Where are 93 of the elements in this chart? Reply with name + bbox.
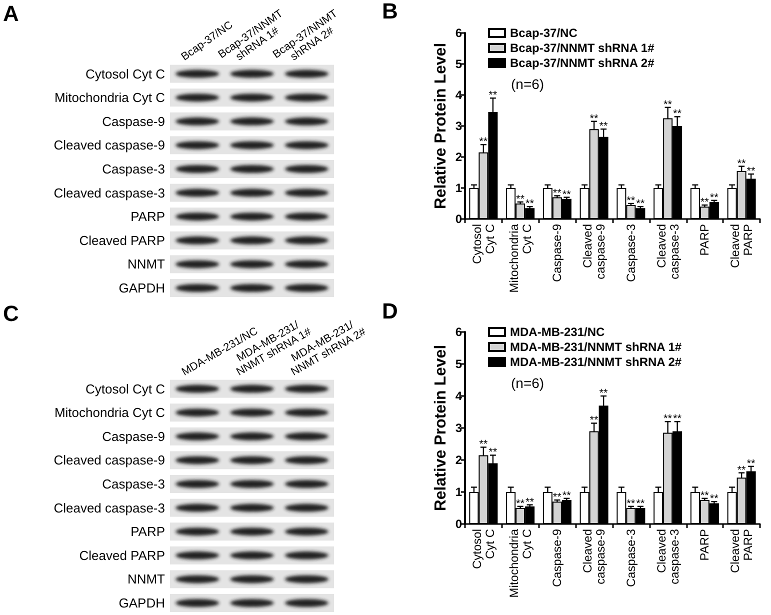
y-tick-label: 6 — [455, 26, 462, 40]
y-tick-label: 3 — [455, 119, 462, 133]
data-label: ** — [710, 192, 720, 204]
legend-label: MDA-MB-231/NNMT shRNA 1# — [510, 340, 682, 354]
y-tick-label: 5 — [455, 357, 462, 371]
data-label: ** — [746, 458, 756, 470]
x-tick-label: Cytosol Cyt C — [470, 224, 497, 264]
data-label: ** — [590, 414, 600, 427]
data-label: ** — [664, 98, 673, 111]
y-tick-label: 0 — [455, 517, 462, 531]
x-tick-label: PARP — [698, 224, 712, 256]
data-label: ** — [488, 446, 498, 459]
data-label: ** — [479, 438, 488, 451]
x-tick-label: Cleaved caspase-3 — [654, 224, 682, 280]
y-tick-label: 4 — [455, 88, 462, 102]
category-label: GAPDH — [118, 596, 165, 610]
data-label: ** — [700, 196, 710, 209]
x-tick-label: Mitochondria Cyt C — [506, 528, 534, 598]
category-label: Cytosol Cyt C — [86, 66, 165, 82]
x-tick-label: Caspase-3 — [624, 224, 638, 282]
data-label: ** — [710, 493, 720, 506]
category-label: Cleaved caspase-9 — [54, 452, 165, 468]
y-axis-title: Relative Protein Level — [432, 344, 450, 512]
x-tick-label: Cleaved PARP — [728, 529, 756, 574]
category-label: Caspase-3 — [102, 162, 165, 176]
data-label: ** — [636, 198, 646, 210]
category-label: NNMT — [127, 572, 165, 587]
legend-label: Bcap-37/NC — [510, 26, 578, 40]
y-axis-title: Relative Protein Level — [432, 42, 450, 210]
category-label: Cytosol Cyt C — [86, 381, 165, 396]
data-label: ** — [636, 498, 646, 510]
y-tick-label: 2 — [455, 453, 462, 467]
data-label: ** — [562, 490, 572, 502]
category-label: Mitochondria Cyt C — [54, 405, 165, 420]
data-label: ** — [737, 158, 747, 170]
data-label: ** — [673, 108, 682, 120]
category-label: GAPDH — [118, 280, 165, 296]
category-label: Mitochondria Cyt C — [54, 90, 165, 106]
data-label: ** — [626, 195, 636, 207]
data-label: ** — [552, 187, 562, 200]
category-label: Caspase-9 — [102, 428, 165, 444]
x-tick-label: Caspase-3 — [624, 528, 638, 588]
x-tick-label: Cleaved PARP — [728, 224, 756, 268]
x-tick-label: Cleaved caspase-9 — [580, 528, 608, 584]
data-label: ** — [626, 498, 636, 510]
chart-title: D — [382, 298, 398, 324]
data-label: ** — [526, 496, 535, 508]
annotation: (n=6) — [511, 76, 544, 92]
x-tick-label: PARP — [698, 529, 712, 561]
x-tick-label: Cleaved caspase-9 — [580, 224, 608, 280]
x-tick-label: Mitochondria Cyt C — [506, 224, 534, 293]
category-label: Caspase-3 — [102, 476, 165, 492]
data-label: ** — [479, 136, 488, 148]
data-label: ** — [552, 492, 562, 504]
category-label: Cleaved caspase-9 — [54, 138, 165, 153]
data-label: ** — [562, 188, 572, 201]
category-label: Cleaved caspase-3 — [54, 500, 165, 516]
y-tick-label: 6 — [455, 325, 462, 339]
y-tick-label: 2 — [455, 150, 462, 164]
data-label: ** — [737, 464, 747, 476]
annotation: (n=6) — [511, 375, 544, 391]
category-label: NNMT — [127, 256, 165, 272]
legend-label: MDA-MB-231/NC — [510, 325, 606, 339]
y-tick-label: 0 — [455, 212, 462, 226]
text: C — [3, 301, 19, 326]
data-label: ** — [673, 413, 682, 426]
x-tick-label: Caspase-9 — [550, 528, 564, 588]
category-label: Cleaved caspase-3 — [54, 185, 165, 200]
data-label: ** — [664, 413, 673, 426]
legend-label: MDA-MB-231/NNMT shRNA 2# — [510, 355, 682, 369]
y-tick-label: 1 — [455, 181, 462, 195]
y-tick-label: 4 — [455, 389, 462, 403]
data-label: ** — [516, 498, 526, 510]
y-tick-label: 5 — [455, 57, 462, 71]
legend-label: Bcap-37/NNMT shRNA 1# — [510, 41, 655, 55]
data-label: ** — [700, 490, 710, 502]
data-label: ** — [488, 90, 498, 102]
text: A — [3, 1, 19, 26]
x-tick-label: Caspase-9 — [550, 224, 564, 282]
legend-label: Bcap-37/NNMT shRNA 2# — [510, 56, 655, 70]
data-label: ** — [599, 120, 609, 133]
category-label: Caspase-9 — [102, 114, 165, 129]
data-label: ** — [516, 193, 526, 206]
x-tick-label: Cleaved caspase-3 — [654, 528, 682, 584]
y-tick-label: 1 — [455, 485, 462, 499]
x-tick-label: Cytosol Cyt C — [470, 528, 497, 570]
category-label: PARP — [130, 209, 165, 224]
y-tick-label: 3 — [455, 421, 462, 435]
data-label: ** — [526, 198, 535, 210]
data-label: ** — [599, 388, 609, 400]
data-label: ** — [746, 166, 756, 178]
data-label: ** — [590, 112, 600, 125]
chart-title: B — [382, 0, 398, 24]
